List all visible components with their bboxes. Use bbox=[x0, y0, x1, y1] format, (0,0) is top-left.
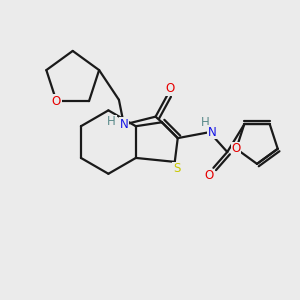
Text: H: H bbox=[107, 115, 116, 128]
Text: O: O bbox=[232, 142, 241, 155]
Text: O: O bbox=[205, 169, 214, 182]
Text: O: O bbox=[166, 82, 175, 95]
Text: N: N bbox=[119, 118, 128, 131]
Text: S: S bbox=[173, 162, 180, 175]
Text: N: N bbox=[208, 126, 217, 139]
Text: H: H bbox=[201, 116, 210, 129]
Text: O: O bbox=[52, 94, 61, 108]
